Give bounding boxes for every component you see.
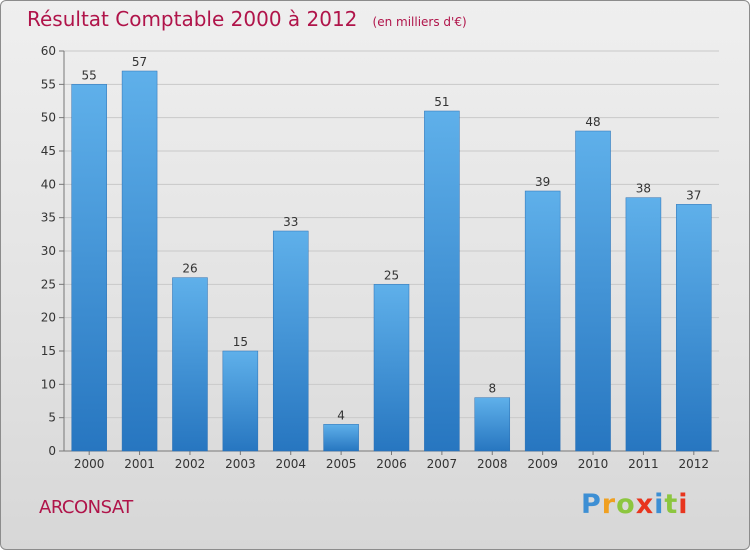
data-label-2004: 33 xyxy=(283,215,298,229)
y-tick-label: 45 xyxy=(41,144,56,158)
data-label-2005: 4 xyxy=(337,408,345,422)
x-tick-label-2009: 2009 xyxy=(527,457,558,471)
chart-subtitle: (en milliers d'€) xyxy=(372,15,467,29)
bars xyxy=(71,70,712,452)
y-tick-label: 5 xyxy=(48,411,56,425)
logo-letter: i xyxy=(654,489,665,520)
logo-letter: P xyxy=(581,489,602,520)
bar-2006 xyxy=(373,284,410,452)
bar-2000 xyxy=(71,84,107,452)
x-tick-label-2012: 2012 xyxy=(679,457,710,471)
x-tick-label-2010: 2010 xyxy=(578,457,609,471)
logo-letter: t xyxy=(664,489,679,520)
x-tick-label-2004: 2004 xyxy=(275,457,306,471)
data-label-2007: 51 xyxy=(434,95,449,109)
y-tick-label: 25 xyxy=(41,277,56,291)
y-tick-label: 40 xyxy=(41,177,56,191)
y-tick-label: 20 xyxy=(41,311,56,325)
data-label-2012: 37 xyxy=(686,188,701,202)
x-tick-label-2011: 2011 xyxy=(628,457,659,471)
y-tick-label: 30 xyxy=(41,244,56,258)
tick-labels: 0 5 10 15 20 25 30 35 40 45 50 55 60 2000 2001 2002 2003… xyxy=(41,44,709,471)
bar-2008 xyxy=(474,397,511,452)
logo-letter: i xyxy=(678,489,689,520)
bar-2009 xyxy=(524,190,561,452)
data-label-2006: 25 xyxy=(384,268,399,282)
chart-title-group: Résultat Comptable 2000 à 2012 (en milli… xyxy=(27,7,467,31)
bar-2010 xyxy=(575,130,611,452)
data-label-2002: 26 xyxy=(182,262,197,276)
logo-letter: x xyxy=(635,489,655,520)
chart-title: Résultat Comptable 2000 à 2012 xyxy=(27,7,358,31)
data-label-2000: 55 xyxy=(82,68,97,82)
y-tick-label: 55 xyxy=(41,77,56,91)
data-label-2009: 39 xyxy=(535,175,550,189)
logo-letter: o xyxy=(616,489,636,520)
data-label-2001: 57 xyxy=(132,55,147,69)
bar-2011 xyxy=(625,197,662,452)
data-label-2010: 48 xyxy=(585,115,600,129)
x-tick-label-2008: 2008 xyxy=(477,457,508,471)
y-tick-label: 0 xyxy=(48,444,56,458)
bar-2004 xyxy=(272,230,309,452)
commune-name: ARCONSAT xyxy=(39,497,133,518)
logo-letter: r xyxy=(601,489,617,520)
data-labels: 55 57 26 15 33 4 25 51 8 39 48 38 37 xyxy=(82,55,702,422)
bar-2003 xyxy=(222,350,259,452)
y-tick-label: 35 xyxy=(41,211,56,225)
y-tick-label: 50 xyxy=(41,111,56,125)
data-label-2003: 15 xyxy=(233,335,248,349)
x-tick-label-2003: 2003 xyxy=(225,457,256,471)
proxiti-logo: Proxiti xyxy=(581,489,689,520)
bar-2012 xyxy=(676,204,712,452)
x-tick-label-2005: 2005 xyxy=(326,457,357,471)
bar-2007 xyxy=(424,110,460,452)
bar-2002 xyxy=(172,277,208,452)
data-label-2011: 38 xyxy=(636,182,651,196)
x-tick-label-2007: 2007 xyxy=(427,457,458,471)
y-tick-label: 10 xyxy=(41,377,56,391)
x-tick-label-2002: 2002 xyxy=(175,457,206,471)
x-tick-label-2006: 2006 xyxy=(376,457,407,471)
bar-2005 xyxy=(323,424,359,452)
x-tick-label-2000: 2000 xyxy=(74,457,105,471)
y-tick-label: 60 xyxy=(41,44,56,58)
y-tick-label: 15 xyxy=(41,344,56,358)
bar-2001 xyxy=(121,70,158,452)
data-label-2008: 8 xyxy=(488,382,496,396)
x-tick-label-2001: 2001 xyxy=(124,457,155,471)
